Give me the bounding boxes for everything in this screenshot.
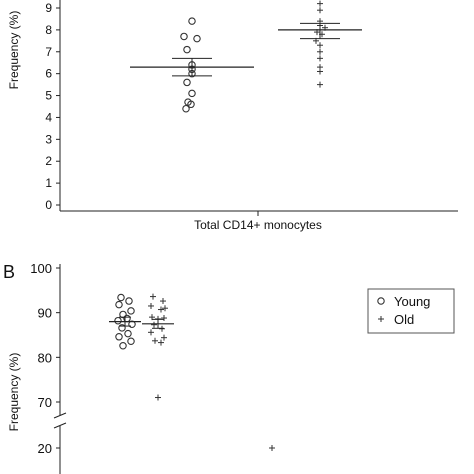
data-point: [125, 297, 133, 305]
legend-label: Young: [394, 294, 430, 309]
data-point: [124, 329, 132, 338]
y-tick-label: 80: [38, 350, 52, 365]
y-tick-label: 9: [45, 1, 52, 15]
y-tick-label: 4: [45, 110, 52, 124]
y-tick-label: 90: [38, 306, 52, 321]
data-point: [119, 310, 127, 319]
y-tick-label: 2: [45, 154, 52, 168]
y-tick-label: 70: [38, 395, 52, 410]
y-tick-label: 7: [45, 45, 52, 59]
data-point: [183, 45, 191, 54]
data-point: [115, 333, 123, 341]
y-tick-label: 6: [45, 67, 52, 81]
data-point: [180, 32, 188, 41]
y-tick-label: 5: [45, 89, 52, 103]
data-point: [187, 100, 195, 109]
legend-box: [367, 288, 455, 334]
data-point: [114, 316, 122, 325]
data-point: [127, 337, 135, 346]
data-point: [183, 78, 191, 87]
y-tick-label: 1: [45, 176, 52, 190]
x-axis-label: Total CD14+ monocytes: [194, 218, 322, 232]
y-tick-label: 8: [45, 23, 52, 37]
y-tick-label: 0: [45, 198, 52, 212]
data-point: [188, 17, 196, 25]
data-point: [127, 307, 135, 315]
data-point: [118, 324, 126, 332]
data-point: [193, 34, 201, 43]
legend-marker: [377, 297, 385, 305]
axis-break-mark: [53, 422, 67, 429]
y-tick-label: 100: [30, 261, 52, 276]
data-point: [182, 104, 190, 113]
data-point: [119, 341, 127, 350]
data-point: [115, 300, 123, 309]
y-tick-label: 3: [45, 132, 52, 146]
y-tick-label: 20: [38, 441, 52, 456]
panel-label-b: B: [3, 262, 15, 282]
legend-label: Old: [394, 312, 414, 327]
y-axis-label: Frequency (%): [7, 11, 21, 90]
data-point: [188, 89, 196, 98]
axis-break-mark: [53, 412, 67, 419]
y-axis-label: Frequency (%): [7, 353, 21, 432]
data-point: [117, 293, 125, 302]
